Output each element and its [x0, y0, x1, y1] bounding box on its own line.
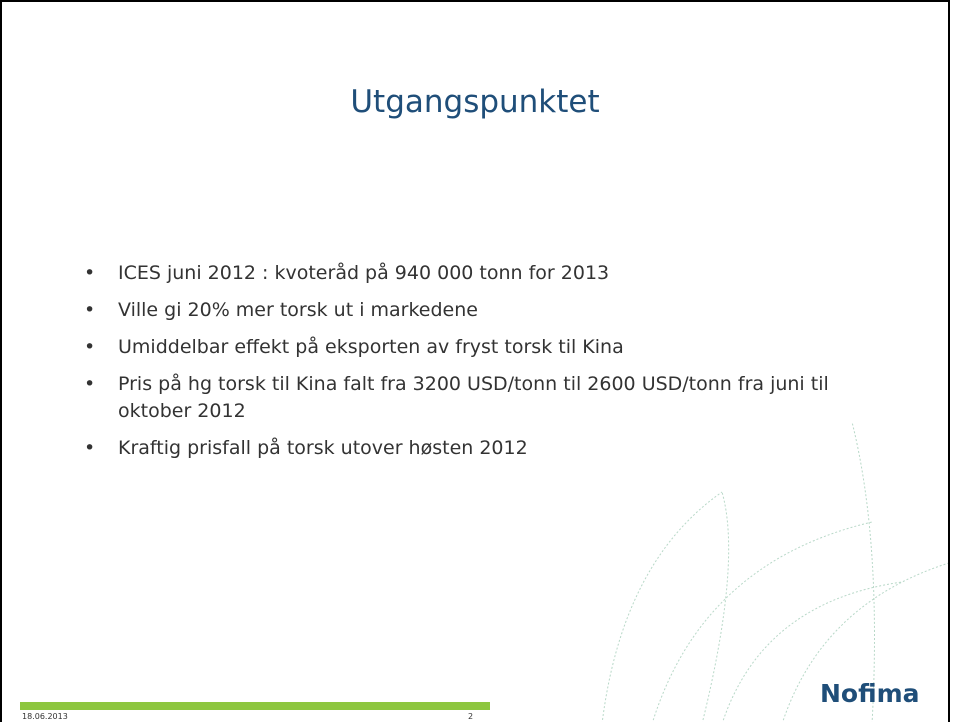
- bullet: Ville gi 20% mer torsk ut i markedene: [84, 297, 874, 324]
- title: Utgangspunktet: [350, 84, 600, 120]
- bullet-list: ICES juni 2012 : kvoteråd på 940 000 ton…: [84, 260, 874, 472]
- date: 18.06.2013: [22, 712, 68, 721]
- footer-bar: [20, 702, 490, 710]
- bullet: Kraftig prisfall på torsk utover høsten …: [84, 435, 874, 462]
- bullet: ICES juni 2012 : kvoteråd på 940 000 ton…: [84, 260, 874, 287]
- page-number: 2: [468, 712, 474, 721]
- logo: Nofima: [820, 679, 920, 708]
- bullet: Pris på hg torsk til Kina falt fra 3200 …: [84, 371, 874, 425]
- bullet: Umiddelbar effekt på eksporten av fryst …: [84, 334, 874, 361]
